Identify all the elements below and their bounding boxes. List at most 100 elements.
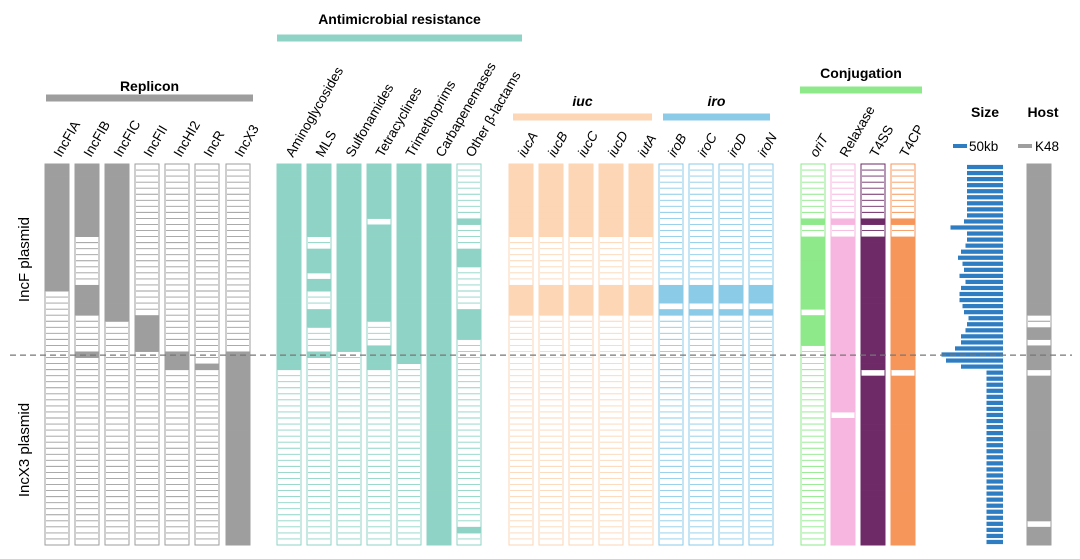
- iuc-iucc-cell-present: [569, 200, 593, 207]
- replicon-incfic-cell-present: [105, 224, 129, 231]
- amr-aminoglycosides-cell-present: [277, 170, 301, 177]
- host-k48-cell-present: [1027, 206, 1051, 213]
- size-bar: [986, 449, 1003, 454]
- size-bar: [986, 485, 1003, 490]
- iro-iron-cell-present: [749, 297, 773, 304]
- replicon-incfib-cell-present: [75, 218, 99, 225]
- iuc-iucb-cell-present: [539, 194, 563, 201]
- conj-t4cp-cell-present: [891, 236, 915, 243]
- replicon-incfib-cell-present: [75, 284, 99, 292]
- host-k48-cell-present: [1027, 309, 1051, 316]
- iuc-header-bar: [513, 113, 652, 121]
- amr-carbapenemases-cell-present: [427, 266, 451, 274]
- size-bar: [946, 358, 1003, 363]
- amr-otherlactams-cell-present: [457, 333, 481, 340]
- amr-carbapenemases-cell-present: [427, 303, 451, 310]
- host-k48-cell-present: [1027, 248, 1051, 256]
- size-title: Size: [971, 104, 999, 120]
- replicon-incfic-cell-present: [105, 266, 129, 274]
- amr-sulfonamides-cell-present: [337, 254, 361, 262]
- host-k48-cell-present: [1027, 466, 1051, 473]
- replicon-incx3-cell-present: [226, 514, 250, 522]
- amr-carbapenemases-cell-present: [427, 315, 451, 322]
- replicon-incx3-cell-present: [226, 375, 250, 383]
- replicon-incx3-cell-present: [226, 351, 250, 358]
- replicon-incx3-cell-present: [226, 472, 250, 479]
- host-k48-cell-present: [1027, 170, 1051, 177]
- amr-tetracyclines-cell-present: [367, 188, 391, 195]
- column-label: iroD: [725, 130, 750, 159]
- conj-t4ss-cell-present: [861, 405, 885, 413]
- host-k48-cell-present: [1027, 218, 1051, 225]
- column-label: IncFIB: [81, 118, 113, 159]
- conj-t4ss-cell-present: [861, 363, 885, 370]
- conj-relaxase-cell-present: [831, 284, 855, 292]
- host-k48-cell-present: [1027, 357, 1051, 364]
- replicon-incx3-cell-present: [226, 496, 250, 504]
- iuc-iucd-cell-present: [599, 218, 623, 225]
- iuc-iuca-cell-present: [509, 206, 533, 213]
- replicon-incfii-cell-present: [135, 327, 159, 334]
- replicon-incfib-cell-present: [75, 230, 99, 237]
- amr-aminoglycosides-cell-present: [277, 182, 301, 189]
- iuc-iucb-cell-present: [539, 284, 563, 292]
- iuc-iucb-cell-present: [539, 212, 563, 219]
- replicon-incfib-cell-present: [75, 194, 99, 201]
- iro-iron-cell-present: [749, 284, 773, 292]
- replicon-incx3-cell-present: [226, 418, 250, 425]
- iuc-iuca-cell-present: [509, 182, 533, 189]
- amr-otherlactams-cell-present: [457, 218, 481, 225]
- host-k48-cell-present: [1027, 303, 1051, 310]
- size-bar: [961, 285, 1003, 291]
- column-label: IncFII: [141, 123, 171, 160]
- replicon-incfic-cell-present: [105, 218, 129, 225]
- amr-aminoglycosides-cell-present: [277, 164, 301, 171]
- amr-aminoglycosides-cell-present: [277, 248, 301, 256]
- conj-t4cp-cell-present: [891, 254, 915, 262]
- column-label: T4SS: [867, 123, 897, 160]
- conj-relaxase-cell-present: [831, 538, 855, 546]
- iuc-iuca-cell-present: [509, 297, 533, 304]
- amr-sulfonamides-cell-present: [337, 278, 361, 286]
- conj-relaxase-cell-present: [831, 393, 855, 401]
- iuc-iucd-cell-present: [599, 194, 623, 201]
- amr-carbapenemases-cell-present: [427, 260, 451, 268]
- conj-t4ss-cell-present: [861, 442, 885, 449]
- iuc-iucd-cell-present: [599, 309, 623, 316]
- conj-t4cp-cell-present: [891, 260, 915, 268]
- replicon-incx3-cell-present: [226, 490, 250, 497]
- amr-carbapenemases-cell-present: [427, 442, 451, 449]
- amr-carbapenemases-cell-present: [427, 272, 451, 280]
- iuc-iucd-cell-present: [599, 200, 623, 207]
- amr-aminoglycosides-cell-present: [277, 315, 301, 322]
- conj-t4cp-cell-present: [891, 424, 915, 431]
- replicon-incfia-cell-present: [45, 188, 69, 195]
- amr-sulfonamides-cell-present: [337, 176, 361, 183]
- replicon-incx3-cell-present: [226, 448, 250, 455]
- amr-tetracyclines-cell-present: [367, 291, 391, 298]
- amr-carbapenemases-cell-present: [427, 496, 451, 504]
- conj-t4ss-cell-present: [861, 526, 885, 534]
- amr-sulfonamides-cell-present: [337, 284, 361, 292]
- conj-t4cp-cell-present: [891, 514, 915, 522]
- size-bar: [986, 479, 1003, 484]
- amr-sulfonamides-cell-present: [337, 309, 361, 316]
- amr-sulfonamides-cell-present: [337, 218, 361, 225]
- size-bar: [986, 430, 1003, 436]
- conj-relaxase-cell-present: [831, 357, 855, 364]
- amr-carbapenemases-cell-present: [427, 194, 451, 201]
- conj-t4ss-cell-present: [861, 218, 885, 225]
- host-k48-cell-present: [1027, 176, 1051, 183]
- amr-aminoglycosides-cell-present: [277, 345, 301, 352]
- replicon-incfic-cell-present: [105, 176, 129, 183]
- amr-mls-cell-present: [307, 254, 331, 262]
- amr-otherlactams-cell-present: [457, 526, 481, 534]
- conj-relaxase-cell-present: [831, 363, 855, 370]
- host-k48-cell-present: [1027, 387, 1051, 395]
- conj-t4ss-cell-present: [861, 309, 885, 316]
- conj-t4ss-cell-present: [861, 496, 885, 504]
- conj-t4cp-cell-present: [891, 454, 915, 461]
- amr-carbapenemases-cell-present: [427, 284, 451, 292]
- conj-t4cp-cell-present: [891, 490, 915, 497]
- conj-orit-cell-present: [801, 291, 825, 298]
